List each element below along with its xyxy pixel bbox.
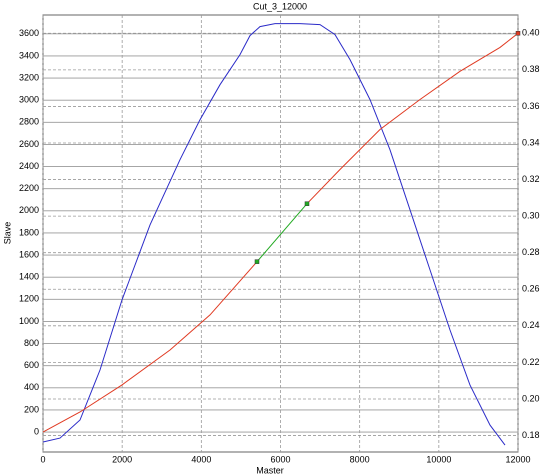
y2-tick-label: 0.30 [522,211,540,221]
y2-tick-label: 0.26 [522,284,540,294]
y2-tick-label: 0.34 [522,137,540,147]
y-tick-label: 2000 [19,205,39,215]
y-tick-label: 3000 [19,95,39,105]
y-axis-label: Slave [2,222,12,245]
x-tick-label: 8000 [350,454,370,464]
y-tick-label: 2200 [19,183,39,193]
series-line [256,203,308,263]
series-line [42,23,506,446]
x-tick-label: 6000 [270,454,290,464]
y2-tick-label: 0.28 [522,247,540,257]
y2-tick-label: 0.24 [522,320,540,330]
y-tick-label: 800 [24,338,39,348]
y-tick-label: 3200 [19,72,39,82]
y-tick-label: 400 [24,382,39,392]
y-tick-label: 1800 [19,227,39,237]
y2-tick-label: 0.40 [522,28,540,38]
x-axis-label: Master [256,465,284,475]
chart-title: Cut_3_12000 [253,1,307,11]
y-tick-label: 1600 [19,249,39,259]
y-tick-label: 3400 [19,50,39,60]
y2-tick-label: 0.22 [522,357,540,367]
y-tick-label: 1400 [19,272,39,282]
x-tick-label: 4000 [191,454,211,464]
y-tick-label: 2400 [19,161,39,171]
y2-tick-label: 0.38 [522,64,540,74]
y-tick-label: 3600 [19,28,39,38]
point-marker [254,259,260,264]
y-tick-label: 600 [24,360,39,370]
y-tick-label: 1000 [19,316,39,326]
y-tick-label: 0 [34,426,39,436]
y2-tick-label: 0.32 [522,174,540,184]
y2-tick-label: 0.36 [522,101,540,111]
y2-tick-label: 0.18 [522,430,540,440]
x-tick-label: 2000 [112,454,132,464]
x-tick-label: 10000 [426,454,451,464]
y-tick-label: 200 [24,404,39,414]
y-tick-label: 2600 [19,139,39,149]
y2-tick-label: 0.20 [522,393,540,403]
series-line [42,32,519,433]
y-tick-label: 1200 [19,294,39,304]
point-marker [304,201,310,206]
y-tick-label: 2800 [19,117,39,127]
x-tick-label: 12000 [505,454,530,464]
point-marker [515,31,521,36]
x-tick-label: 0 [40,454,45,464]
